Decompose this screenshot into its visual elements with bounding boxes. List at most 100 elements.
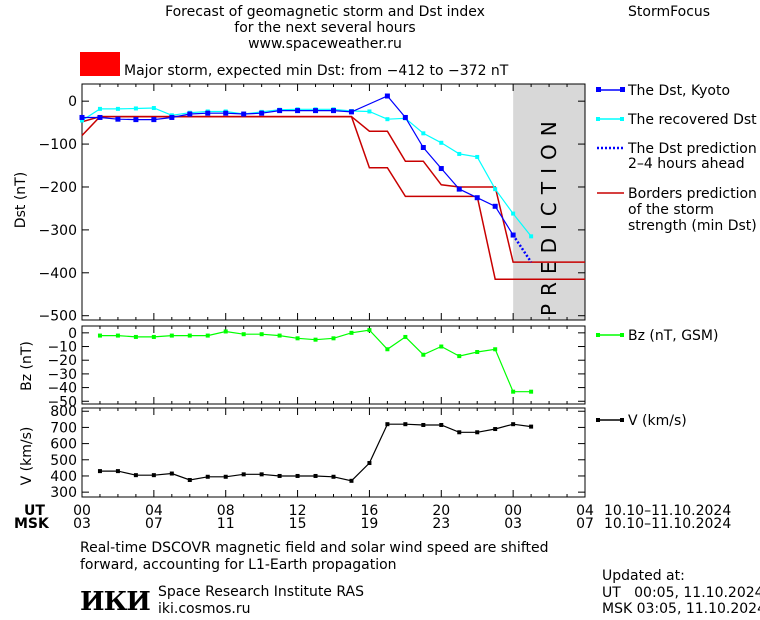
v-point-10	[277, 473, 282, 478]
legend-borders-label-3: strength (min Dst)	[628, 218, 757, 234]
bz-point-15	[367, 328, 372, 333]
kyoto-dst-point-0	[79, 114, 85, 120]
kyoto-dst-point-8	[223, 110, 229, 116]
bz-point-12	[313, 337, 318, 342]
recovered-dst-point-4	[151, 106, 156, 111]
ytick-label-2-1: 400	[50, 469, 77, 485]
ut-tick-label-7: 04	[576, 503, 594, 519]
updated-msk: MSK 03:05, 11.10.2024	[602, 601, 760, 617]
recovered-dst-point-17	[385, 117, 390, 122]
bz-axis-label: Bz (nT)	[19, 341, 35, 391]
bz-point-22	[493, 347, 498, 352]
ytick-label-1-3: −30	[47, 367, 77, 383]
v-point-12	[313, 473, 318, 478]
recovered-dst-point-3	[133, 106, 138, 111]
kyoto-dst-point-21	[474, 195, 480, 201]
bz-point-0	[97, 333, 102, 338]
msk-tick-label-0: 03	[73, 516, 91, 532]
msk-tick-label-6: 03	[504, 516, 522, 532]
ut-tick-label-4: 16	[361, 503, 379, 519]
institute-name: Space Research Institute RAS	[158, 584, 364, 600]
v-point-15	[367, 461, 372, 466]
kyoto-dst-line	[82, 95, 514, 236]
recovered-dst-point-23	[493, 187, 498, 192]
legend-borders: Borders prediction of the storm strength…	[597, 186, 757, 234]
ytick-label-1-1: −10	[47, 340, 77, 356]
recovered-dst-point-21	[457, 151, 462, 156]
v-point-17	[403, 422, 408, 427]
v-point-7	[223, 474, 228, 479]
kyoto-dst-point-22	[492, 203, 498, 209]
legend-borders-label-2: of the storm	[628, 202, 714, 218]
legend-dst-recovered: The recovered Dst	[596, 112, 757, 128]
bz-point-8	[241, 332, 246, 337]
site-url[interactable]: www.spaceweather.ru	[248, 36, 402, 52]
prediction-zone	[513, 84, 585, 320]
recovered-dst-point-20	[439, 140, 444, 145]
recovered-dst-point-0	[80, 118, 84, 123]
prediction-label: PREDICTION	[537, 113, 561, 316]
recovered-dst-point-1	[97, 106, 102, 111]
kyoto-dst-point-17	[402, 114, 408, 120]
ytick-label-0-0: 0	[68, 94, 77, 110]
bz-point-13	[331, 336, 336, 341]
border-line-0	[81, 115, 585, 263]
kyoto-dst-point-1	[97, 114, 103, 120]
v-point-8	[241, 472, 246, 477]
v-point-0	[97, 469, 102, 474]
v-point-9	[259, 472, 264, 477]
bz-point-18	[421, 352, 426, 357]
v-point-2	[133, 473, 138, 478]
msk-axis-label: MSK	[14, 516, 50, 532]
ut-date-range: 10.10–11.10.2024	[604, 503, 731, 519]
kyoto-dst-point-10	[259, 110, 265, 116]
kyoto-dst-point-4	[151, 117, 157, 123]
msk-date-range: 10.10–11.10.2024	[604, 516, 731, 532]
brand-name: StormFocus	[628, 4, 711, 20]
ytick-label-2-5: 800	[50, 404, 77, 420]
ut-tick-label-1: 04	[145, 503, 163, 519]
updated-ut: UT 00:05, 11.10.2024	[602, 585, 760, 601]
kyoto-dst-point-15	[348, 109, 354, 115]
institute-url[interactable]: iki.cosmos.ru	[158, 601, 251, 617]
ytick-label-2-2: 500	[50, 453, 77, 469]
iki-logo: ИКИ	[80, 587, 151, 617]
msk-tick-label-5: 23	[432, 516, 450, 532]
recovered-dst-point-22	[475, 154, 480, 159]
kyoto-dst-point-14	[331, 108, 336, 114]
legend-dst-prediction-label-1: The Dst prediction	[627, 141, 757, 157]
legend-dst-kyoto-label: The Dst, Kyoto	[627, 83, 730, 99]
legend-dst-prediction-label-2: 2–4 hours ahead	[628, 156, 745, 172]
msk-tick-label-7: 07	[576, 516, 594, 532]
ytick-label-1-0: 0	[68, 326, 77, 342]
bz-point-4	[169, 333, 174, 338]
bz-point-14	[349, 330, 354, 335]
ut-axis-label: UT	[24, 503, 45, 519]
bz-point-24	[529, 389, 534, 394]
legend-dst-kyoto: The Dst, Kyoto	[596, 83, 730, 99]
legend-dst-prediction: The Dst prediction 2–4 hours ahead	[597, 141, 757, 172]
legend-borders-label-1: Borders prediction	[628, 186, 757, 202]
kyoto-dst-point-13	[313, 108, 319, 114]
v-point-4	[169, 471, 174, 476]
bz-point-19	[439, 344, 444, 349]
v-axis-label: V (km/s)	[19, 427, 35, 486]
ut-tick-label-6: 00	[504, 503, 522, 519]
legend-v: V (km/s)	[596, 413, 687, 429]
alert-text: Major storm, expected min Dst: from −412…	[124, 63, 509, 79]
bz-point-6	[205, 333, 210, 338]
v-point-18	[421, 422, 426, 427]
dst-panel: 0 −100 −200 −300 −400 −500	[39, 83, 586, 325]
alert-color-box	[80, 52, 120, 76]
bz-point-10	[277, 333, 282, 338]
kyoto-dst-point-20	[456, 186, 462, 192]
v-point-1	[115, 469, 120, 474]
ytick-label-2-0: 300	[50, 485, 77, 501]
chart-title-line2: for the next several hours	[234, 20, 416, 36]
bz-point-9	[259, 332, 264, 337]
ut-tick-label-0: 00	[73, 503, 91, 519]
legend-dst-recovered-label: The recovered Dst	[627, 112, 757, 128]
bz-point-16	[385, 347, 390, 352]
kyoto-dst-point-19	[438, 166, 444, 172]
